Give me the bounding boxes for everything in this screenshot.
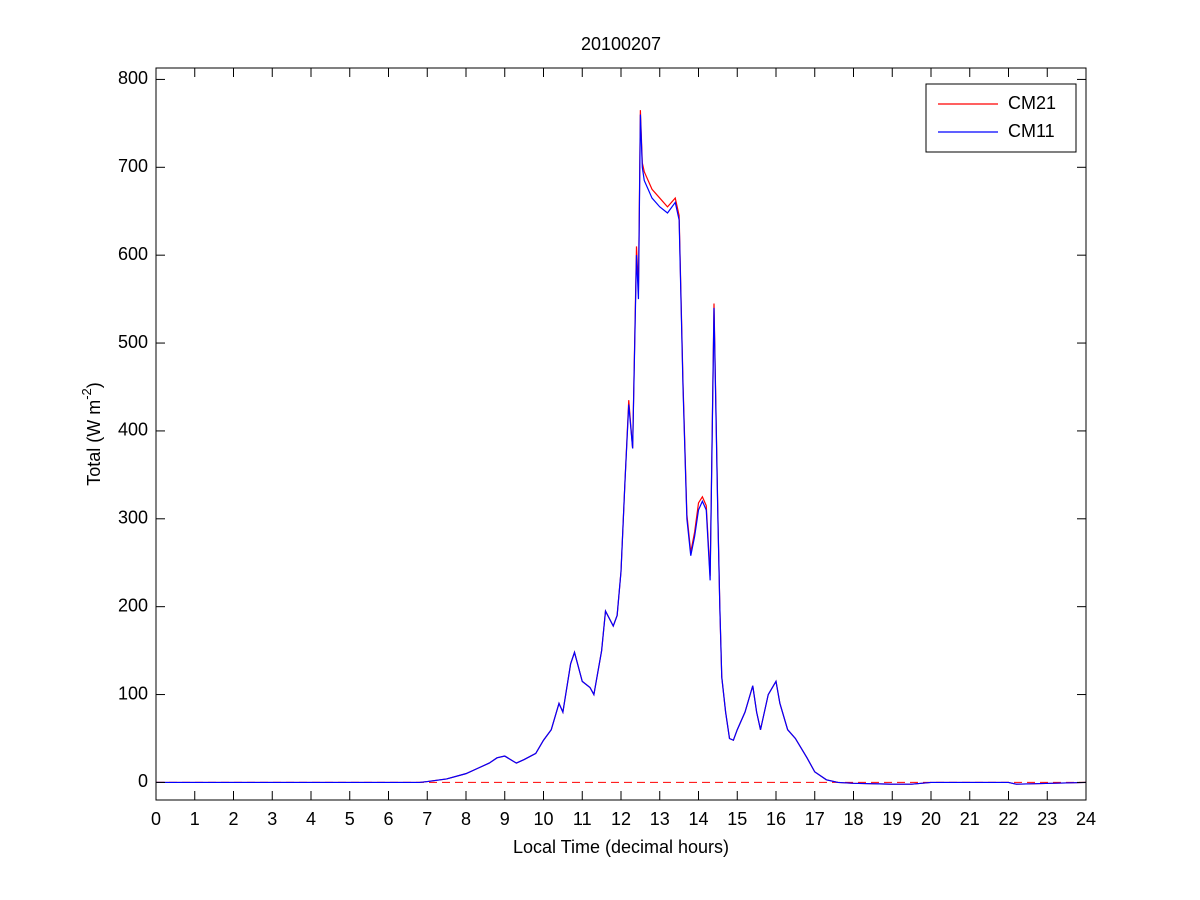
x-tick-label: 24	[1076, 809, 1096, 829]
y-label-end: )	[84, 382, 104, 388]
legend-box	[925, 83, 1077, 153]
y-tick-label: 600	[118, 244, 148, 264]
chart-title: 20100207	[581, 34, 661, 54]
x-tick-label: 19	[882, 809, 902, 829]
x-tick-label: 7	[422, 809, 432, 829]
x-tick-label: 12	[611, 809, 631, 829]
y-axis-label: Total (W m-2)	[79, 382, 103, 486]
y-tick-label: 500	[118, 332, 148, 352]
x-tick-label: 20	[921, 809, 941, 829]
y-label-text: Total (W m	[84, 400, 104, 486]
y-tick-label: 100	[118, 683, 148, 703]
x-tick-label: 21	[960, 809, 980, 829]
x-tick-label: 11	[573, 809, 592, 829]
plot-area	[156, 68, 1086, 800]
x-tick-label: 4	[306, 809, 316, 829]
legend: CM21 CM11	[925, 83, 1077, 153]
data-line	[156, 114, 1087, 785]
x-tick-label: 15	[727, 809, 747, 829]
legend-label: CM11	[1008, 121, 1055, 141]
x-tick-label: 5	[345, 809, 355, 829]
x-tick-label: 2	[228, 809, 238, 829]
x-tick-label: 0	[151, 809, 161, 829]
y-tick-label: 700	[118, 156, 148, 176]
x-tick-label: 13	[650, 809, 670, 829]
y-tick-label: 300	[118, 508, 148, 528]
x-tick-label: 8	[461, 809, 471, 829]
x-tick-label: 10	[533, 809, 553, 829]
x-tick-label: 16	[766, 809, 786, 829]
y-tick-label: 200	[118, 595, 148, 615]
x-axis-label: Local Time (decimal hours)	[513, 837, 729, 857]
x-tick-label: 18	[843, 809, 863, 829]
x-tick-label: 17	[805, 809, 825, 829]
y-tick-label: 800	[118, 68, 148, 88]
legend-label: CM21	[1008, 93, 1056, 113]
x-tick-label: 1	[190, 809, 200, 829]
y-tick-label: 0	[138, 771, 148, 791]
x-tick-label: 3	[267, 809, 277, 829]
x-tick-label: 23	[1037, 809, 1057, 829]
y-label-sup: -2	[79, 388, 94, 400]
x-tick-label: 22	[998, 809, 1018, 829]
x-tick-label: 14	[688, 809, 708, 829]
x-tick-label: 6	[383, 809, 393, 829]
x-tick-label: 9	[500, 809, 510, 829]
y-tick-label: 400	[118, 420, 148, 440]
